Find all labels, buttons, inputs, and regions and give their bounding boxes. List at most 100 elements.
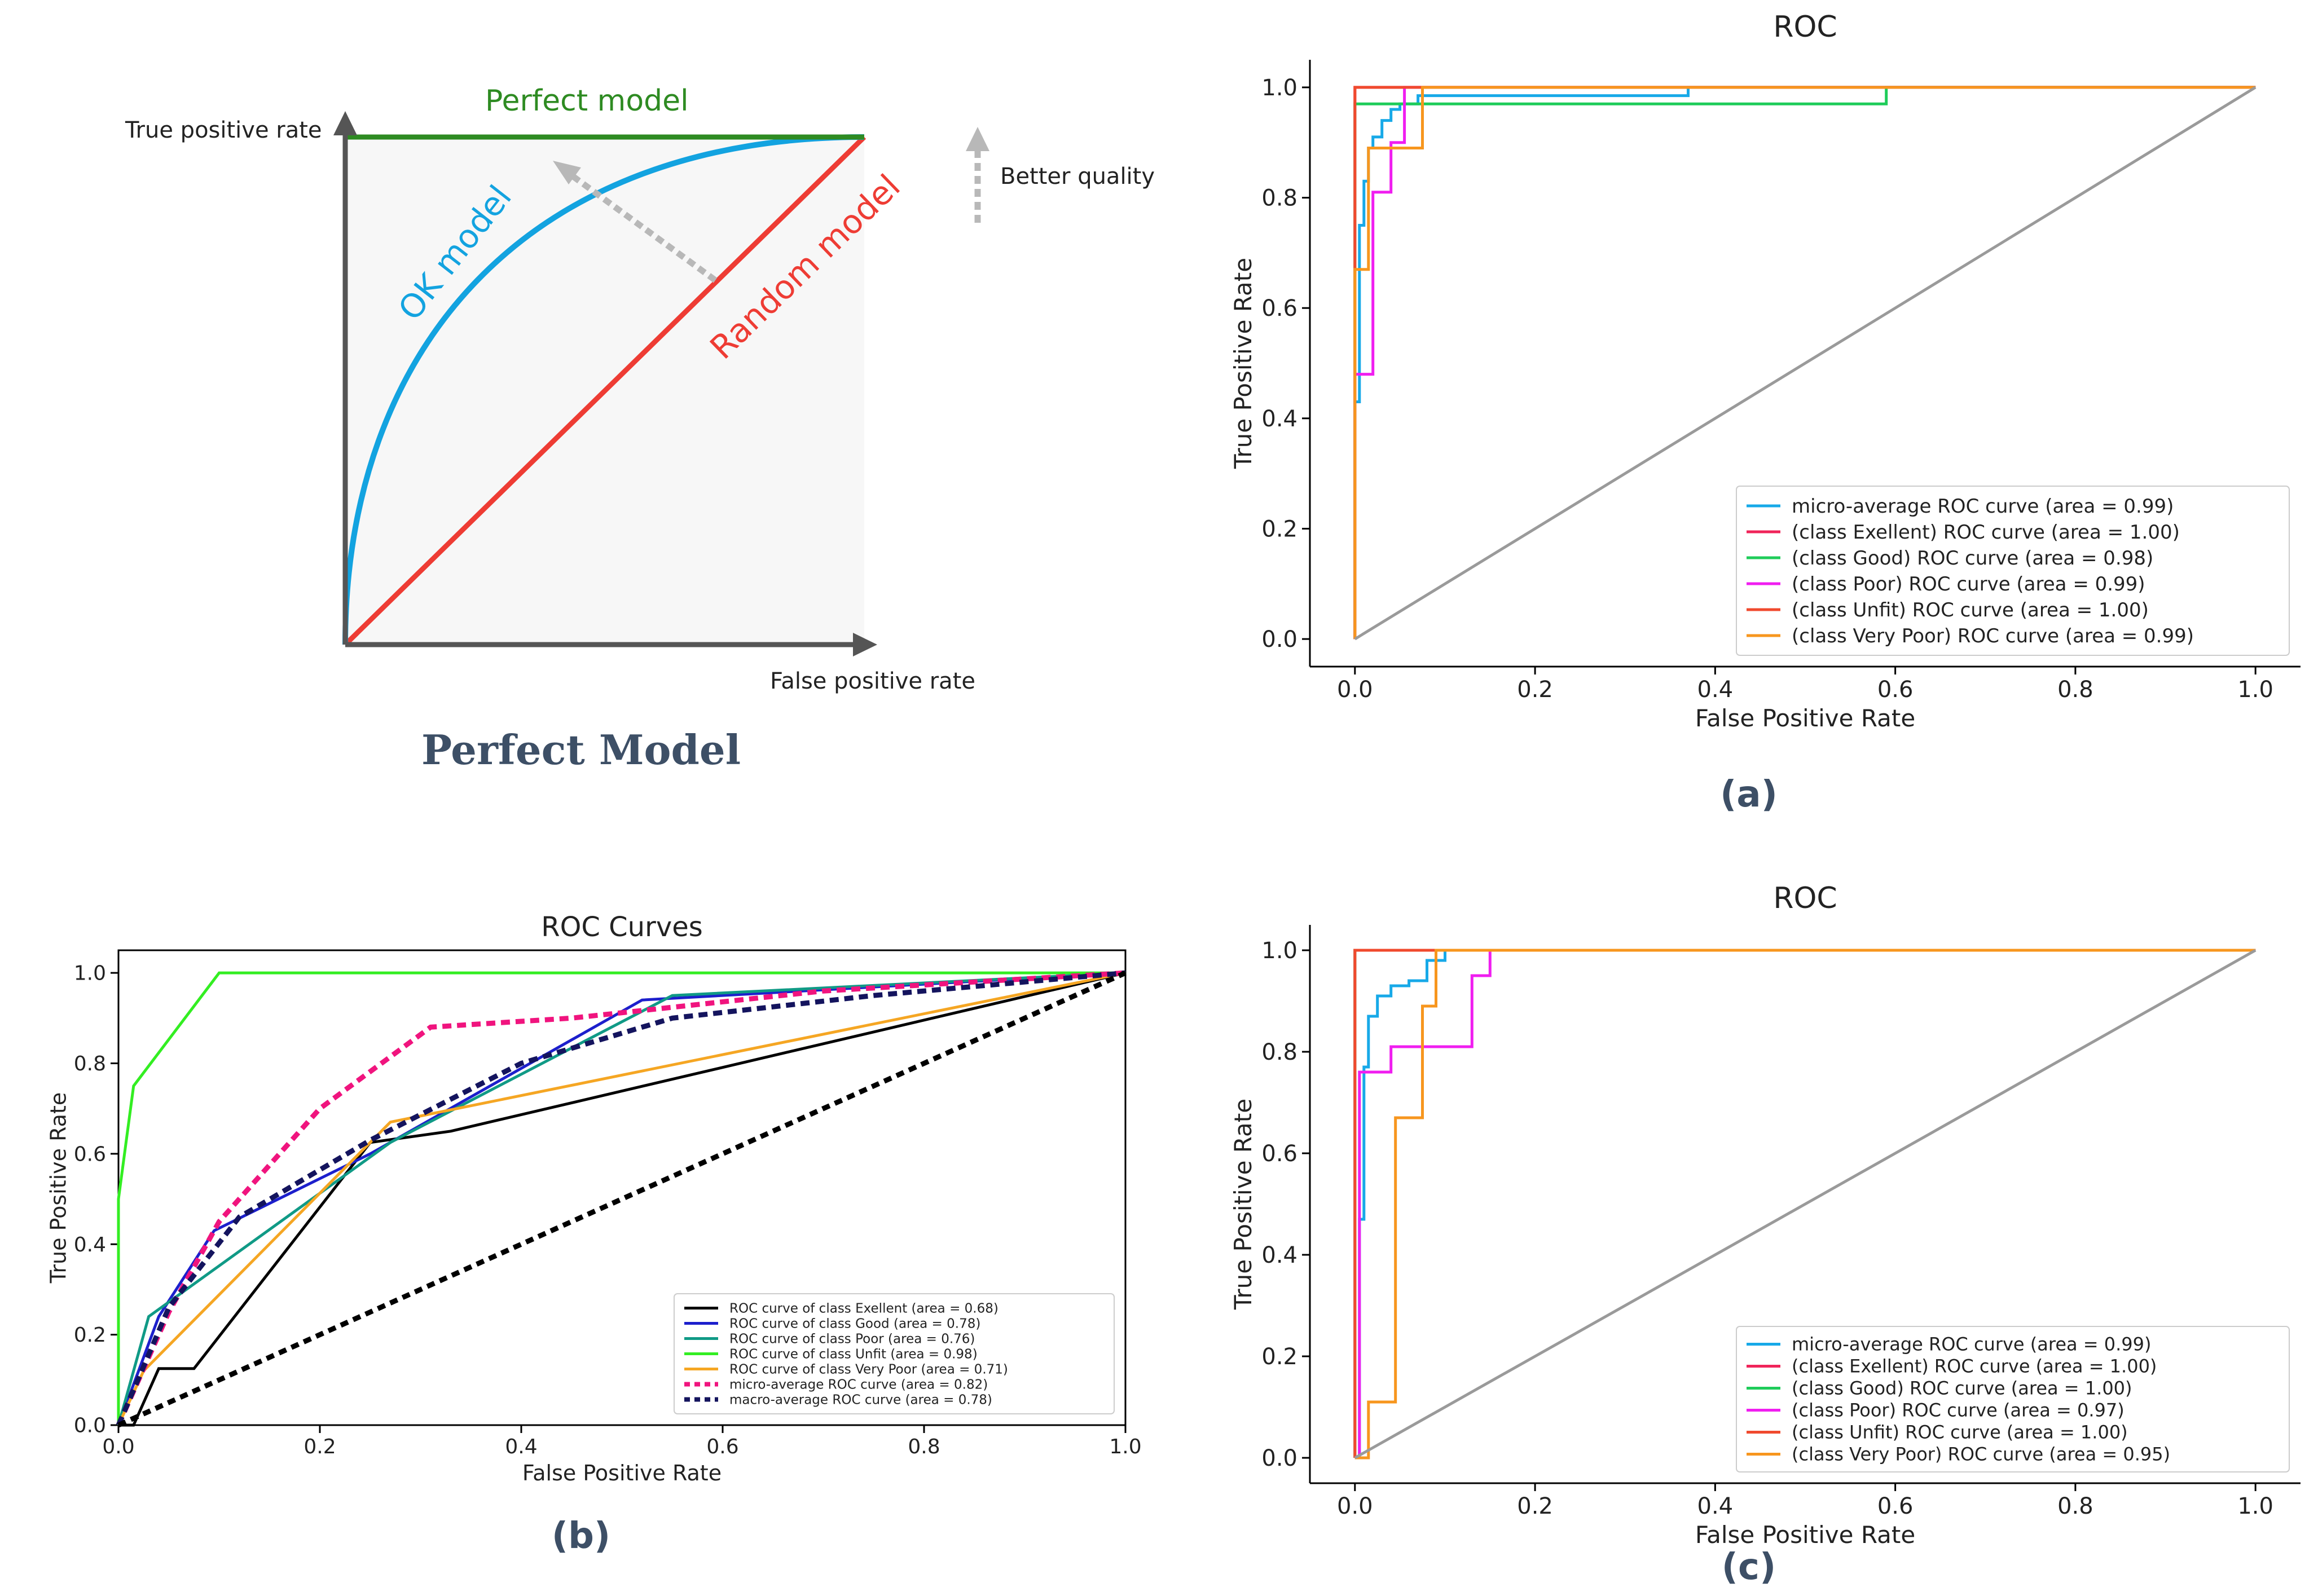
reference-diagonal [1354, 86, 2257, 641]
caption-b: (b) [552, 1515, 610, 1557]
y-axis-label: True Positive Rate [46, 1092, 71, 1284]
schematic-better-arrow [569, 172, 718, 283]
x-tick-label: 0.4 [1697, 677, 1734, 703]
x-tick-label: 0.6 [1877, 1493, 1914, 1519]
legend-label: (class Very Poor) ROC curve (area = 0.99… [1792, 625, 2194, 647]
chart-title: ROC [1773, 10, 1837, 44]
y-tick-label: 0.8 [1261, 1039, 1297, 1065]
series-line [118, 971, 1126, 1427]
reference-diagonal [1354, 949, 2257, 1460]
x-tick-label: 0.4 [1697, 1493, 1734, 1519]
x-tick-label: 0.0 [1337, 1493, 1373, 1519]
legend-label: (class Unfit) ROC curve (area = 1.00) [1792, 599, 2149, 621]
better-quality-arrowhead [966, 127, 989, 151]
series-line [117, 971, 1125, 1425]
x-tick-label: 0.2 [304, 1435, 336, 1458]
x-tick-label: 0.2 [1517, 677, 1553, 703]
x-tick-label: 0.8 [2057, 677, 2093, 703]
x-tick-label: 0.0 [1337, 677, 1373, 703]
y-tick-label: 0.8 [74, 1052, 106, 1075]
plot-frame [117, 949, 1127, 1426]
legend-label: micro-average ROC curve (area = 0.99) [1792, 1334, 2152, 1355]
x-tick-label: 0.6 [706, 1435, 738, 1458]
legend-label: (class Good) ROC curve (area = 0.98) [1792, 547, 2153, 570]
y-tick-label: 1.0 [1261, 938, 1297, 964]
x-tick-label: 1.0 [1109, 1435, 1141, 1458]
series-line [116, 970, 1126, 1426]
schematic-y-arrowhead [333, 111, 357, 135]
y-tick-label: 0.4 [74, 1233, 106, 1256]
schematic-random-line [343, 135, 866, 647]
schematic-panel: True positive rate False positive rate P… [125, 84, 1155, 774]
legend-box [674, 1293, 1115, 1414]
legend-label: micro-average ROC curve (area = 0.99) [1792, 495, 2174, 518]
legend-box [1736, 1326, 2290, 1472]
schematic-better-arrowhead [553, 161, 581, 184]
legend-label: (class Good) ROC curve (area = 1.00) [1792, 1378, 2132, 1399]
schematic-title: Perfect Model [421, 726, 741, 774]
caption-a: (a) [1720, 774, 1778, 815]
legend-label: (class Poor) ROC curve (area = 0.99) [1792, 573, 2145, 596]
legend-label: macro-average ROC curve (area = 0.78) [729, 1393, 992, 1408]
schematic-x-label: False positive rate [770, 668, 975, 694]
x-tick-label: 0.6 [1877, 677, 1914, 703]
y-tick-label: 0.6 [1261, 1141, 1297, 1167]
y-tick-label: 0.6 [74, 1143, 106, 1166]
series-line [117, 971, 1126, 1426]
legend-label: ROC curve of class Unfit (area = 0.98) [729, 1347, 978, 1362]
y-tick-label: 0.4 [1261, 1242, 1297, 1268]
caption-c: (c) [1722, 1546, 1776, 1588]
better-quality-label: Better quality [1000, 164, 1155, 189]
chart-title: ROC Curves [541, 911, 703, 943]
y-tick-label: 0.4 [1261, 406, 1297, 432]
y-tick-label: 0.0 [74, 1414, 106, 1438]
series-line [116, 970, 1126, 1426]
roc-chart-c: 0.0 0.2 0.4 0.6 0.8 1.0 0.0 0.2 0.4 0.6 0.8 1.0 ROC F… [1229, 881, 2301, 1549]
series-line [1353, 86, 2256, 640]
x-axis-label: False Positive Rate [1695, 704, 1915, 732]
y-axis-label: True Positive Rate [1229, 258, 1257, 469]
y-tick-label: 1.0 [74, 962, 106, 985]
x-tick-label: 1.0 [2237, 677, 2273, 703]
legend-label: ROC curve of class Exellent (area = 0.68… [729, 1302, 999, 1316]
x-tick-label: 0.8 [908, 1435, 940, 1458]
series-line [1354, 949, 2256, 1460]
series-line [1354, 949, 2256, 1460]
legend-label: (class Exellent) ROC curve (area = 1.00) [1792, 1356, 2157, 1377]
series-line [1353, 86, 2256, 640]
schematic-x-arrowhead [853, 633, 877, 656]
legend-label: (class Exellent) ROC curve (area = 1.00) [1792, 521, 2180, 544]
legend-box [1736, 486, 2290, 656]
y-tick-label: 0.2 [1261, 1344, 1297, 1370]
x-tick-label: 0.0 [102, 1435, 134, 1458]
perfect-model-label: Perfect model [485, 84, 689, 118]
x-tick-label: 0.2 [1517, 1493, 1553, 1519]
y-tick-label: 0.6 [1261, 296, 1297, 321]
series-line [117, 971, 1126, 1426]
series-line [1353, 86, 2256, 640]
schematic-y-label: True positive rate [125, 117, 322, 143]
chart-title: ROC [1773, 881, 1837, 915]
x-tick-label: 0.8 [2057, 1493, 2093, 1519]
legend-label: micro-average ROC curve (area = 0.82) [729, 1378, 988, 1392]
legend-label: (class Unfit) ROC curve (area = 1.00) [1792, 1422, 2128, 1443]
x-axis-label: False Positive Rate [1695, 1521, 1915, 1549]
roc-chart-a: 0.0 0.2 0.4 0.6 0.8 1.0 0.0 0.2 0.4 0.6 0.8 1.0 ROC F… [1229, 10, 2301, 732]
schematic-ok-curve [342, 134, 865, 645]
y-tick-label: 1.0 [1261, 75, 1297, 101]
y-tick-label: 0.0 [1261, 1445, 1297, 1471]
y-tick-label: 0.0 [1261, 627, 1297, 652]
y-tick-label: 0.2 [1261, 516, 1297, 542]
series-line [1354, 949, 2256, 1460]
y-axis-label: True Positive Rate [1229, 1099, 1257, 1310]
legend-label: (class Poor) ROC curve (area = 0.97) [1792, 1400, 2125, 1421]
legend-label: ROC curve of class Poor (area = 0.76) [729, 1332, 975, 1347]
x-axis-label: False Positive Rate [522, 1461, 722, 1485]
x-tick-label: 0.4 [505, 1435, 537, 1458]
x-tick-label: 1.0 [2237, 1493, 2273, 1519]
y-tick-label: 0.8 [1261, 186, 1297, 211]
y-tick-label: 0.2 [74, 1324, 106, 1347]
legend-label: (class Very Poor) ROC curve (area = 0.95… [1792, 1444, 2170, 1465]
legend-label: ROC curve of class Good (area = 0.78) [729, 1317, 980, 1332]
